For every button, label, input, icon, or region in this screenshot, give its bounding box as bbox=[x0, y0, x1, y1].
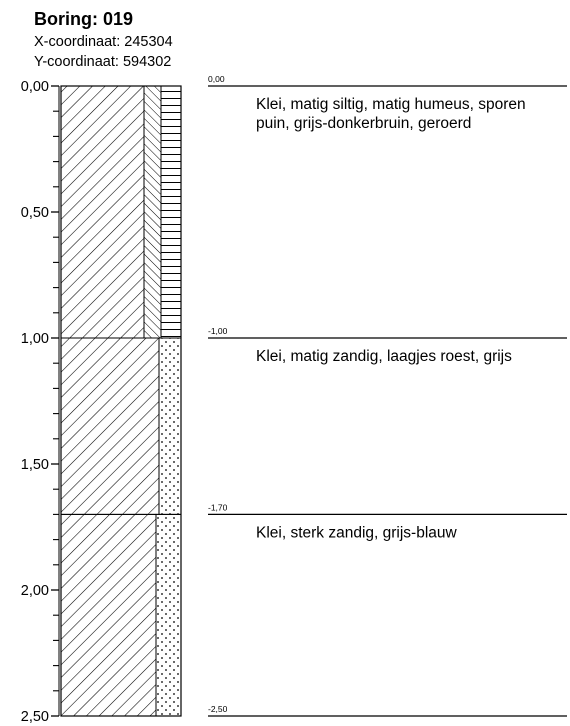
silt-hatch bbox=[143, 85, 162, 339]
column-outline bbox=[60, 85, 182, 717]
depth-label: 1,50 bbox=[21, 457, 49, 473]
clay-hatch bbox=[60, 337, 160, 515]
depth-label: 0,00 bbox=[21, 79, 49, 95]
end-depth-label: -2,50 bbox=[208, 704, 228, 714]
layer-description: puin, grijs-donkerbruin, geroerd bbox=[256, 115, 471, 132]
boundary-depth-label: -1,70 bbox=[208, 502, 228, 512]
lithology-column bbox=[60, 85, 182, 717]
layer-description: Klei, sterk zandig, grijs-blauw bbox=[256, 524, 458, 541]
layer-description: Klei, matig siltig, matig humeus, sporen bbox=[256, 96, 526, 113]
clay-hatch bbox=[60, 85, 145, 339]
x-coordinate: X-coordinaat: 245304 bbox=[34, 34, 173, 50]
boundary-depth-label: 0,00 bbox=[208, 74, 225, 84]
clay-hatch bbox=[60, 513, 157, 717]
layer-descriptions: 0,00 Klei, matig siltig, matig humeus, sp… bbox=[208, 74, 567, 717]
boundary-depth-label: -1,00 bbox=[208, 326, 228, 336]
depth-label: 2,00 bbox=[21, 583, 49, 599]
y-coordinate: Y-coordinaat: 594302 bbox=[34, 54, 172, 70]
boring-title: Boring: 019 bbox=[34, 9, 134, 29]
humus-hatch bbox=[160, 85, 182, 339]
depth-label: 2,50 bbox=[21, 709, 49, 725]
depth-axis: 0,00 0,50 1,00 1,50 2,00 2,50 bbox=[21, 79, 60, 725]
layer-description: Klei, matig zandig, laagjes roest, grijs bbox=[256, 348, 512, 365]
depth-label: 1,00 bbox=[21, 331, 49, 347]
depth-label: 0,50 bbox=[21, 205, 49, 221]
sand-hatch bbox=[158, 337, 182, 515]
sand-hatch bbox=[155, 513, 182, 717]
